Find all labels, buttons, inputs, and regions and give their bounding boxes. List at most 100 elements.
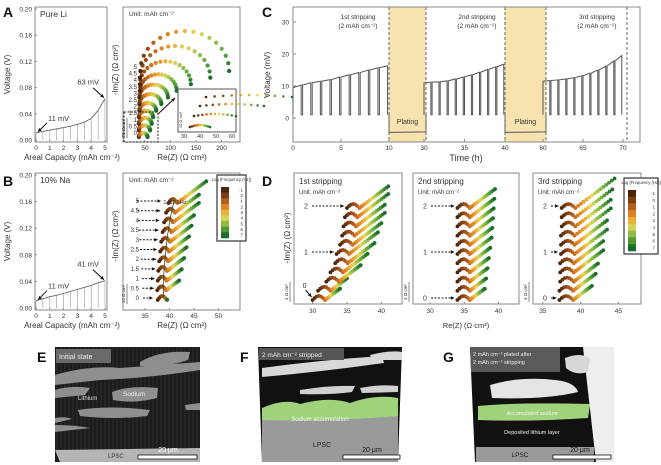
- voltage-curve: [35, 98, 106, 134]
- impedance-point: [165, 297, 169, 302]
- impedance-point: [338, 286, 342, 291]
- impedance-point: [153, 49, 158, 54]
- impedance-point: [601, 185, 606, 189]
- capacity-label: 1: [136, 277, 140, 283]
- y-axis-label: Voltage (V): [3, 221, 12, 261]
- grain: [55, 417, 72, 423]
- impedance-point: [605, 191, 609, 196]
- annotation-start: 11 mV: [48, 282, 69, 291]
- inset-point: [204, 124, 208, 128]
- capacity-arrow: [312, 204, 344, 208]
- impedance-point: [572, 233, 577, 238]
- impedance-point: [207, 69, 212, 74]
- impedance-point: [605, 218, 609, 223]
- x-axis-label: Time (h): [449, 153, 482, 163]
- stripping-voltage-line: [292, 65, 389, 116]
- impedance-point: [182, 256, 187, 260]
- x-tick-label: 35: [461, 308, 469, 315]
- impedance-point: [227, 68, 232, 74]
- legend-swatch: [628, 196, 636, 204]
- impedance-point: [580, 227, 585, 232]
- capacity-label: 2: [136, 257, 140, 263]
- x-tick-label: 35: [539, 308, 547, 315]
- x-tick-label: 4: [89, 313, 93, 320]
- inset-point: [192, 124, 196, 128]
- x-tick-label: 0: [34, 145, 38, 152]
- scale-bar-label: 4 Ω cm²: [284, 284, 289, 300]
- impedance-point: [590, 220, 595, 224]
- impedance-point: [179, 267, 184, 272]
- stripping-label: 1st stripping: [340, 14, 375, 21]
- legend-swatch: [221, 192, 229, 199]
- impedance-point: [573, 206, 578, 210]
- impedance-point: [153, 60, 158, 66]
- panel-title: 10% Na: [40, 175, 71, 185]
- impedance-point: [165, 95, 171, 100]
- impedance-point: [601, 212, 605, 217]
- state-label-line1: 2 mAh cm⁻² plated after: [473, 352, 532, 358]
- x-tick-label: 1: [48, 313, 52, 320]
- inset-point: [196, 123, 200, 127]
- voltage-profile-b: 10% Na 0.00 0.04 0.08 0.12 0.16 0.20 0 1 2 3 4 5Area…: [3, 172, 120, 330]
- impedance-point: [219, 46, 224, 51]
- legend-tick-label: 6: [652, 239, 655, 244]
- inset-point: [202, 124, 206, 127]
- impedance-point: [204, 179, 209, 184]
- x-tick-label: 40: [378, 308, 386, 315]
- impedance-point: [205, 63, 210, 68]
- annotation-arrow: [37, 290, 48, 301]
- capacity-arrow: [139, 238, 158, 242]
- label-box: [259, 348, 344, 360]
- impedance-point: [491, 216, 495, 221]
- grain: [262, 356, 384, 377]
- impedance-point: [604, 182, 609, 187]
- capacity-arrow: [431, 204, 455, 208]
- x-tick-label: 70: [619, 145, 627, 152]
- capacity-label: 4: [134, 78, 138, 84]
- impedance-point: [587, 195, 592, 200]
- impedance-point: [137, 75, 142, 80]
- inset-x-tick-label: 30: [181, 134, 187, 140]
- grain: [78, 407, 150, 418]
- y-tick-label: 0.04: [19, 279, 32, 286]
- y-axis-label: -Im(Z) (Ω cm²): [283, 212, 292, 263]
- x-tick-label: 1: [48, 145, 52, 152]
- stripping-label: 2nd stripping: [458, 14, 496, 21]
- label-box: [470, 347, 560, 372]
- impedance-point: [484, 276, 489, 281]
- capacity-label: 3.5: [131, 228, 140, 234]
- stripping-capacity-label: (2 mAh cm⁻²): [457, 23, 496, 30]
- impedance-point: [188, 82, 193, 87]
- scale-bar-label: 20 μm: [158, 447, 178, 454]
- inset-point: [198, 104, 202, 108]
- impedance-point: [590, 283, 594, 288]
- impedance-point: [607, 189, 612, 194]
- x-tick-label: 30: [426, 308, 434, 315]
- x-tick-label: 5: [103, 313, 107, 320]
- legend-tick-label: 3: [652, 218, 655, 223]
- impedance-point: [149, 121, 154, 126]
- y-tick-label: 0.16: [19, 199, 32, 206]
- inset-point: [239, 93, 242, 97]
- scale-bar-label: 20 μm: [362, 447, 382, 454]
- impedance-point: [177, 63, 182, 68]
- capacity-label: 0: [136, 296, 140, 302]
- scale-bar: [137, 454, 198, 460]
- x-tick-label: 150: [191, 145, 202, 152]
- panel-title: 3rd stripping: [538, 177, 582, 186]
- capacity-label: 2.5: [129, 98, 138, 104]
- capacity-label: 4.5: [129, 72, 138, 78]
- impedance-point: [137, 82, 142, 87]
- legend-tick-label: 1: [240, 199, 243, 204]
- unit-label: Unit: mAh cm⁻²: [418, 190, 459, 196]
- inset-point: [230, 114, 234, 117]
- stripping-capacity-label: (2 mAh cm⁻²): [338, 23, 377, 30]
- impedance-point: [143, 57, 148, 63]
- inset-point: [213, 112, 217, 116]
- impedance-point: [602, 193, 607, 198]
- zoom-arrow: [157, 97, 176, 115]
- inset-x-tick-label: 50: [213, 134, 219, 140]
- voltage-curve: [35, 280, 106, 302]
- capacity-arrow: [140, 257, 157, 261]
